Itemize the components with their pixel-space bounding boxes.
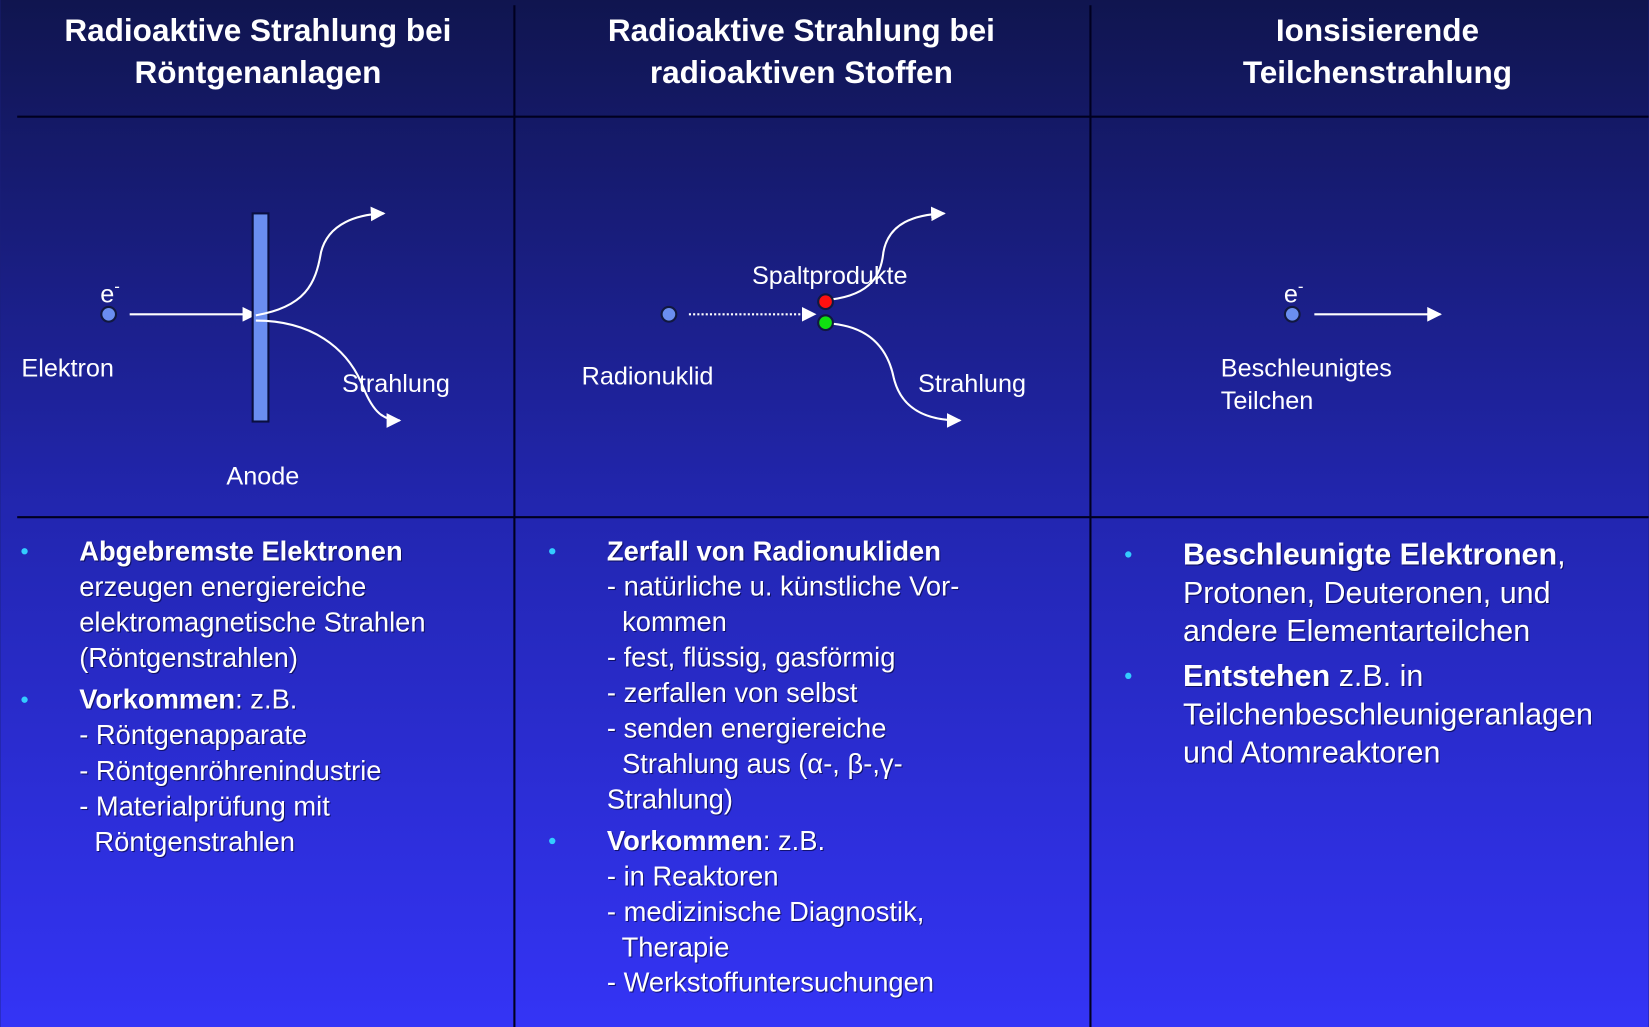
particle-dot: [1285, 307, 1300, 322]
bullet-line: andere Elementarteilchen: [1183, 614, 1530, 648]
bullet-dot: [1125, 551, 1131, 557]
bullet-line: - zerfallen von selbst: [607, 677, 858, 708]
product-dot: [818, 294, 833, 309]
bullet-line: Strahlung aus (α-, β-,γ-: [607, 748, 903, 779]
bullet-line: Therapie: [607, 931, 730, 962]
anode: [253, 213, 269, 421]
label: Beschleunigtes: [1221, 354, 1392, 382]
bullet-lead-line: Entstehen z.B. in: [1183, 659, 1423, 693]
bullet-line: - fest, flüssig, gasförmig: [607, 642, 896, 673]
charge: -: [1298, 277, 1304, 296]
bullet-lead-line: Abgebremste Elektronen: [79, 535, 402, 566]
column-title: Radioaktive Strahlung bei: [608, 12, 995, 48]
product-dot: [818, 315, 833, 330]
bullet-line: - in Reaktoren: [607, 860, 779, 891]
background: [0, 0, 1648, 1027]
bullet-dot: [21, 548, 27, 554]
nuclide-dot: [662, 307, 677, 322]
label: Elektron: [21, 354, 114, 382]
electron-dot: [101, 307, 116, 322]
bullet-line: - Röntgenapparate: [79, 719, 307, 750]
bullet-dot: [1125, 673, 1131, 679]
bullet-line: Röntgenstrahlen: [79, 826, 295, 857]
symbol: e: [1284, 281, 1298, 309]
column-title: Ionsisierende: [1276, 12, 1479, 48]
bullet-line: - medizinische Diagnostik,: [607, 896, 924, 927]
bullet-rest: ,: [1557, 537, 1565, 571]
bullet-lead-line: Beschleunigte Elektronen,: [1183, 537, 1566, 571]
bullet-line: Teilchenbeschleunigeranlagen: [1183, 697, 1593, 731]
bullet-line: - Werkstoffuntersuchungen: [607, 967, 934, 998]
bullet-line: (Röntgenstrahlen): [79, 642, 298, 673]
bullet-line: - Materialprüfung mit: [79, 790, 330, 821]
bullet-lead: Beschleunigte Elektronen: [1183, 537, 1557, 571]
column-title: radioaktiven Stoffen: [650, 54, 953, 90]
label: Anode: [226, 463, 299, 491]
bullet-dot: [21, 697, 27, 703]
bullet-line: elektromagnetische Strahlen: [79, 606, 425, 637]
bullet-dot: [549, 548, 555, 554]
bullet-line: und Atomreaktoren: [1183, 736, 1440, 770]
bullet-lead: Abgebremste Elektronen: [79, 535, 402, 566]
bullet-lead: Vorkommen: [607, 825, 763, 856]
label: Spaltprodukte: [752, 262, 908, 290]
bullet-lead-line: Zerfall von Radionukliden: [607, 535, 941, 566]
bullet-rest: : z.B.: [763, 825, 825, 856]
slide: e- Elektron Strahlung Anode Spaltprodukt…: [0, 0, 1649, 1027]
column-title: Röntgenanlagen: [134, 54, 381, 90]
bullet-line: Strahlung): [607, 783, 733, 814]
symbol: e: [100, 281, 114, 309]
column-title: Teilchenstrahlung: [1243, 54, 1512, 90]
bullet-line: - natürliche u. künstliche Vor-: [607, 571, 959, 602]
bullet-line: Protonen, Deuteronen, und: [1183, 576, 1551, 610]
bullet-lead-line: Vorkommen: z.B.: [607, 825, 825, 856]
charge: -: [114, 277, 120, 296]
bullet-line: - senden energiereiche: [607, 712, 887, 743]
column-title: Radioaktive Strahlung bei: [64, 12, 451, 48]
label: Strahlung: [342, 370, 450, 398]
bullet-lead-line: Vorkommen: z.B.: [79, 684, 297, 715]
bullet-rest: : z.B.: [235, 684, 297, 715]
bullet-line: erzeugen energiereiche: [79, 571, 366, 602]
label: Teilchen: [1221, 387, 1314, 415]
bullet-dot: [549, 838, 555, 844]
bullet-lead: Zerfall von Radionukliden: [607, 535, 941, 566]
bullet-line: kommen: [607, 606, 727, 637]
bullet-rest: z.B. in: [1330, 659, 1423, 693]
label: Strahlung: [918, 370, 1026, 398]
bullet-line: - Röntgenröhrenindustrie: [79, 755, 381, 786]
label: Radionuklid: [582, 363, 714, 391]
page: {"columns": [ {"title": ["Radioaktive St…: [0, 0, 1649, 1027]
bullet-lead: Vorkommen: [79, 684, 235, 715]
bullet-lead: Entstehen: [1183, 659, 1330, 693]
